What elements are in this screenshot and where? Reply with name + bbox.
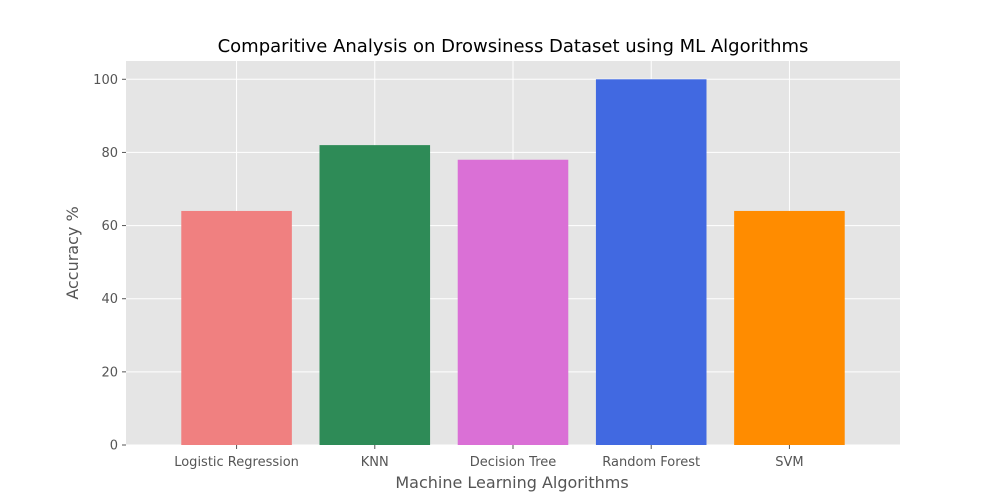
x-tick-label: KNN — [361, 455, 389, 470]
x-tick-label: SVM — [775, 455, 803, 470]
y-axis-label: Accuracy % — [63, 206, 82, 299]
y-tick-label: 40 — [101, 292, 118, 307]
y-tick-label: 60 — [101, 219, 118, 234]
bar-decision-tree — [457, 159, 569, 445]
y-axis-ticks: 0 20 40 60 80 100 — [93, 73, 126, 454]
bar-random-forest — [595, 79, 707, 446]
x-axis-label: Machine Learning Algorithms — [395, 473, 628, 492]
x-tick-label: Logistic Regression — [174, 455, 299, 470]
chart-title: Comparitive Analysis on Drowsiness Datas… — [218, 36, 809, 57]
bars — [181, 79, 845, 446]
y-tick-label: 0 — [110, 439, 118, 454]
x-tick-label: Decision Tree — [470, 455, 557, 470]
y-tick-label: 20 — [101, 365, 118, 380]
bar-logistic-regression — [181, 210, 292, 445]
y-tick-label: 80 — [101, 146, 118, 161]
bar-knn — [319, 145, 431, 445]
y-tick-label: 100 — [93, 73, 118, 88]
x-tick-label: Random Forest — [602, 455, 700, 470]
bar-svm — [734, 210, 845, 445]
x-axis-ticks: Logistic Regression KNN Decision Tree Rando… — [174, 445, 804, 470]
